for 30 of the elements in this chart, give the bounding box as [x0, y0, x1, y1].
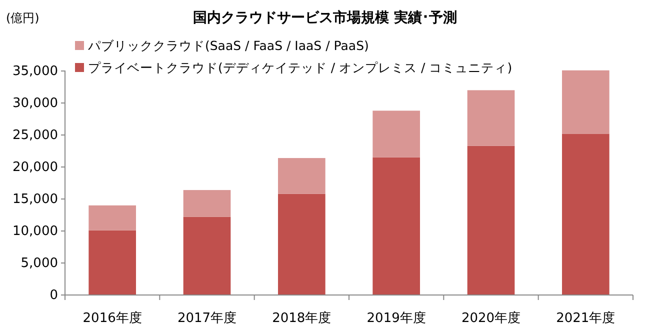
bar: [88, 205, 136, 230]
bar: [183, 190, 231, 217]
y-tick-label: 30,000: [12, 96, 58, 112]
y-tick-label: 5,000: [20, 256, 58, 272]
chart-title: 国内クラウドサービス市場規模 実績･予測: [193, 9, 457, 26]
bar: [88, 230, 136, 295]
x-tick-label: 2017年度: [177, 310, 237, 325]
x-tick-label: 2019年度: [366, 310, 426, 325]
y-tick-label: 10,000: [12, 224, 58, 240]
bar: [278, 158, 326, 194]
legend-label: プライベートクラウド(デディケイテッド / オンプレミス / コミュニティ): [88, 60, 512, 75]
bar: [278, 194, 326, 295]
x-tick-label: 2018年度: [272, 310, 332, 325]
x-tick-label: 2020年度: [461, 310, 521, 325]
y-tick-label: 0: [50, 288, 58, 304]
bar: [562, 70, 610, 134]
bar: [562, 134, 610, 295]
x-tick-label: 2021年度: [556, 310, 616, 325]
y-axis-title: (億円): [6, 11, 40, 25]
legend-label: パブリッククラウド(SaaS / FaaS / IaaS / PaaS): [87, 38, 369, 53]
bar: [183, 216, 231, 295]
bar: [372, 110, 420, 158]
bar: [372, 157, 420, 295]
y-tick-label: 20,000: [12, 160, 58, 176]
y-tick-label: 25,000: [12, 128, 58, 144]
y-tick-label: 15,000: [12, 192, 58, 208]
bar: [467, 146, 515, 295]
x-tick-label: 2016年度: [82, 310, 142, 325]
y-tick-label: 35,000: [12, 64, 58, 80]
bar: [467, 90, 515, 146]
